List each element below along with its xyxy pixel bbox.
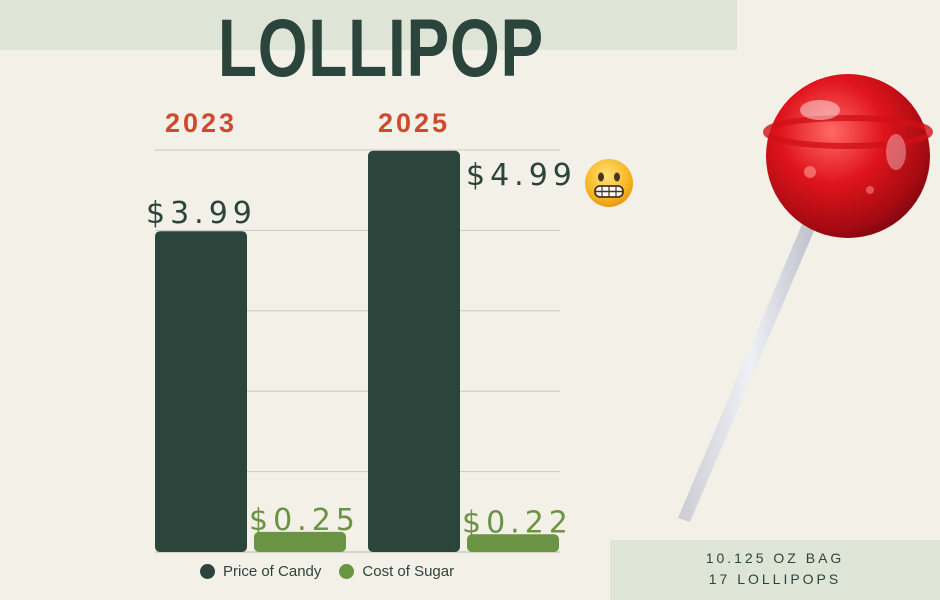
- legend-item-sugar: Cost of Sugar: [339, 563, 454, 580]
- chart-legend: Price of Candy Cost of Sugar: [200, 560, 454, 582]
- footer-info-box: 10.125 OZ BAG 17 LOLLIPOPS: [610, 540, 940, 600]
- legend-swatch-candy: [200, 563, 215, 579]
- legend-swatch-sugar: [339, 563, 355, 579]
- sugar-bar-2023: [254, 531, 346, 552]
- sugar-value-label-2023: $0.25: [249, 503, 360, 538]
- title-band: [0, 0, 737, 50]
- legend-label-sugar: Cost of Sugar: [362, 562, 455, 580]
- year-label-2023: 2023: [165, 108, 237, 138]
- legend-label-candy: Price of Candy: [223, 562, 322, 580]
- candy-bar-2023: [155, 231, 247, 553]
- chart-title: LOLLIPOP: [217, 3, 544, 94]
- bag-size-label: 10.125 OZ BAG: [705, 550, 845, 566]
- grimacing-face-icon: [583, 157, 635, 209]
- sugar-value-label-2025: $0.22: [462, 505, 573, 540]
- legend-item-candy: Price of Candy: [200, 563, 321, 580]
- lollipop-icon: [660, 60, 940, 530]
- candy-value-label-2025: $4.99: [466, 158, 577, 193]
- candy-value-label-2023: $3.99: [146, 196, 257, 231]
- candy-bar-2025: [368, 150, 460, 552]
- year-label-2025: 2025: [378, 108, 450, 138]
- sugar-bar-2025: [467, 534, 559, 552]
- lollipop-count-label: 17 LOLLIPOPS: [708, 571, 842, 587]
- bar-chart: 2023 $3.99 $0.25 2025 $4.99 $0.22: [146, 108, 577, 553]
